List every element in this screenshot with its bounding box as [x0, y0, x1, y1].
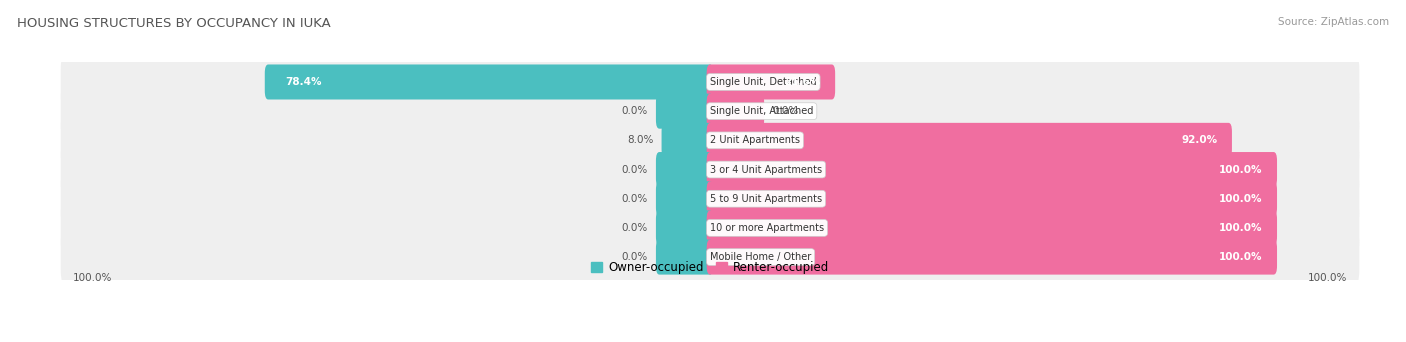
Text: 100.0%: 100.0% [73, 273, 112, 283]
FancyBboxPatch shape [60, 80, 1360, 142]
Text: 2 Unit Apartments: 2 Unit Apartments [710, 135, 800, 145]
Text: 100.0%: 100.0% [1219, 165, 1263, 174]
Text: 100.0%: 100.0% [1308, 273, 1347, 283]
Text: 0.0%: 0.0% [621, 252, 648, 262]
FancyBboxPatch shape [657, 240, 713, 275]
Legend: Owner-occupied, Renter-occupied: Owner-occupied, Renter-occupied [586, 256, 834, 279]
Text: 0.0%: 0.0% [621, 194, 648, 204]
Text: 78.4%: 78.4% [285, 77, 322, 87]
FancyBboxPatch shape [707, 181, 1277, 216]
Text: 100.0%: 100.0% [1219, 252, 1263, 262]
Text: 5 to 9 Unit Apartments: 5 to 9 Unit Apartments [710, 194, 823, 204]
FancyBboxPatch shape [60, 168, 1360, 229]
FancyBboxPatch shape [657, 152, 713, 187]
FancyBboxPatch shape [657, 94, 713, 129]
FancyBboxPatch shape [707, 65, 835, 100]
FancyBboxPatch shape [707, 210, 1277, 246]
FancyBboxPatch shape [657, 210, 713, 246]
Text: Single Unit, Attached: Single Unit, Attached [710, 106, 814, 116]
Text: Source: ZipAtlas.com: Source: ZipAtlas.com [1278, 17, 1389, 27]
Text: 0.0%: 0.0% [621, 106, 648, 116]
Text: 3 or 4 Unit Apartments: 3 or 4 Unit Apartments [710, 165, 823, 174]
Text: 92.0%: 92.0% [1181, 135, 1218, 145]
Text: Single Unit, Detached: Single Unit, Detached [710, 77, 817, 87]
Text: 0.0%: 0.0% [772, 106, 799, 116]
FancyBboxPatch shape [60, 110, 1360, 171]
FancyBboxPatch shape [60, 197, 1360, 259]
FancyBboxPatch shape [707, 152, 1277, 187]
Text: 10 or more Apartments: 10 or more Apartments [710, 223, 824, 233]
FancyBboxPatch shape [60, 139, 1360, 200]
FancyBboxPatch shape [707, 94, 763, 129]
FancyBboxPatch shape [707, 123, 1232, 158]
FancyBboxPatch shape [60, 51, 1360, 113]
Text: 100.0%: 100.0% [1219, 223, 1263, 233]
Text: 100.0%: 100.0% [1219, 194, 1263, 204]
FancyBboxPatch shape [657, 181, 713, 216]
Text: 21.6%: 21.6% [785, 77, 821, 87]
Text: 8.0%: 8.0% [627, 135, 654, 145]
FancyBboxPatch shape [264, 65, 713, 100]
Text: 0.0%: 0.0% [621, 223, 648, 233]
Text: Mobile Home / Other: Mobile Home / Other [710, 252, 811, 262]
FancyBboxPatch shape [662, 123, 713, 158]
FancyBboxPatch shape [707, 240, 1277, 275]
Text: 0.0%: 0.0% [621, 165, 648, 174]
FancyBboxPatch shape [60, 226, 1360, 288]
Text: HOUSING STRUCTURES BY OCCUPANCY IN IUKA: HOUSING STRUCTURES BY OCCUPANCY IN IUKA [17, 17, 330, 30]
